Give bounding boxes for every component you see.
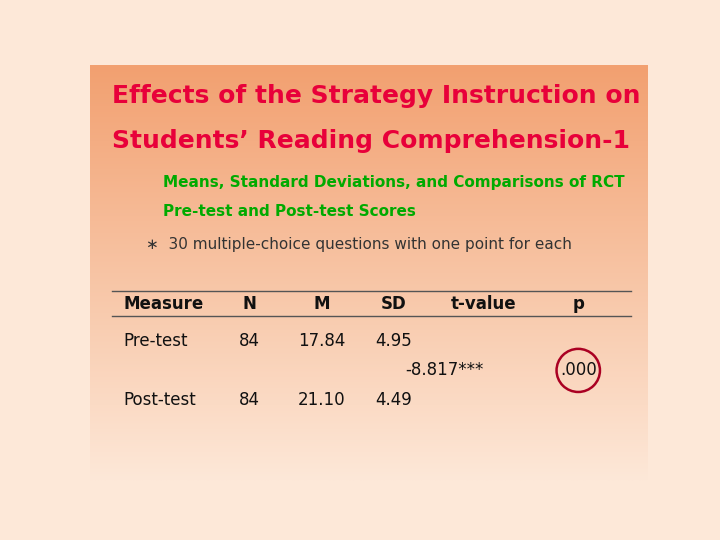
Text: SD: SD (381, 295, 407, 313)
Text: Post-test: Post-test (124, 390, 197, 409)
Text: 17.84: 17.84 (298, 332, 346, 350)
Text: p: p (572, 295, 584, 313)
Text: M: M (313, 295, 330, 313)
Text: t-value: t-value (451, 295, 516, 313)
Text: Students’ Reading Comprehension-1: Students’ Reading Comprehension-1 (112, 129, 630, 153)
Text: 4.95: 4.95 (376, 332, 413, 350)
Text: Pre-test and Post-test Scores: Pre-test and Post-test Scores (163, 204, 415, 219)
Text: N: N (242, 295, 256, 313)
Text: Measure: Measure (124, 295, 204, 313)
Text: 84: 84 (238, 390, 259, 409)
Text: 21.10: 21.10 (298, 390, 346, 409)
Text: .000: .000 (560, 361, 597, 380)
Text: Pre-test: Pre-test (124, 332, 188, 350)
Text: 84: 84 (238, 332, 259, 350)
Text: 4.49: 4.49 (376, 390, 413, 409)
Text: Effects of the Strategy Instruction on: Effects of the Strategy Instruction on (112, 84, 641, 107)
Text: -8.817***: -8.817*** (405, 361, 483, 380)
Text: ∗  30 multiple-choice questions with one point for each: ∗ 30 multiple-choice questions with one … (145, 238, 572, 252)
Text: Means, Standard Deviations, and Comparisons of RCT: Means, Standard Deviations, and Comparis… (163, 175, 624, 190)
